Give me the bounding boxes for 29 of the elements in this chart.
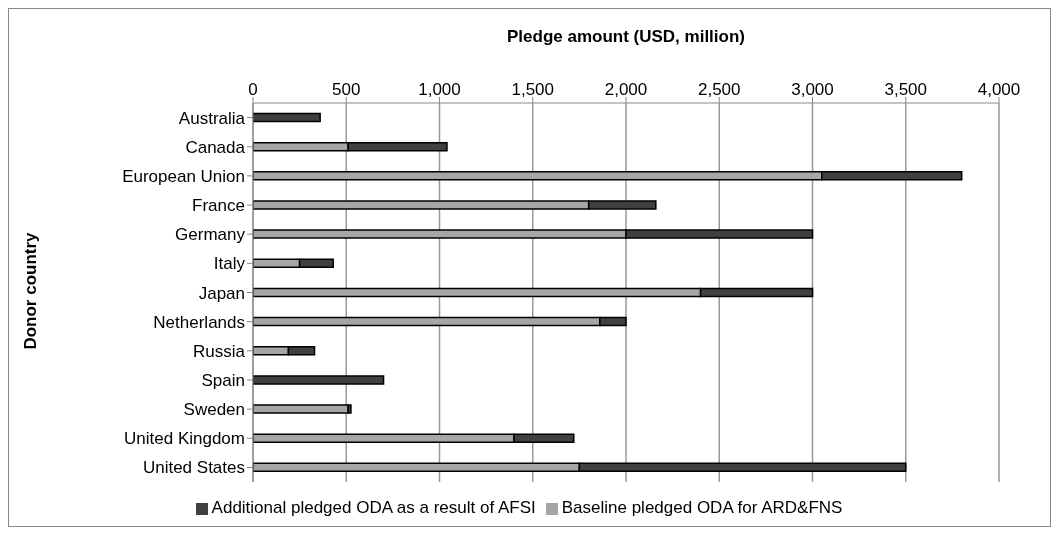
y-tick-label: Australia (178, 108, 246, 128)
x-tick-label: 0 (248, 80, 258, 99)
y-axis-title: Donor country (21, 232, 41, 350)
y-tick-label: Germany (175, 225, 246, 245)
x-tick-label: 1,000 (418, 80, 461, 99)
y-tick-label: United States (142, 458, 245, 478)
x-tick-label: 2,500 (697, 80, 741, 99)
y-tick-label: France (192, 196, 245, 216)
x-tick-label: 3,500 (884, 80, 928, 99)
y-tick-label: Netherlands (153, 312, 245, 332)
y-tick-label: Canada (185, 137, 246, 157)
bar (253, 404, 349, 414)
x-tick-label: 4,000 (977, 80, 1021, 99)
y-tick-label: Russia (193, 341, 246, 361)
y-tick-label: Spain (201, 371, 245, 390)
y-tick-label: Italy (213, 254, 246, 274)
y-tick-label: European Union (122, 166, 245, 186)
x-axis-title: Pledge amount (USD, million) (506, 27, 746, 47)
bar (253, 375, 385, 385)
legend-label: Additional pledged ODA as a result of AFSI (211, 498, 536, 517)
x-tick-label: 1,500 (511, 80, 555, 99)
bar (253, 112, 321, 123)
x-tick-label: 2,000 (604, 80, 648, 99)
y-tick-label: United Kingdom (124, 429, 245, 449)
x-tick-label: 3,000 (791, 80, 834, 99)
x-tick-label: 500 (332, 80, 361, 99)
legend-label: Baseline pledged ODA for ARD&FNS (561, 498, 843, 517)
y-tick-label: Sweden (183, 400, 245, 420)
y-tick-label: Japan (198, 283, 245, 303)
